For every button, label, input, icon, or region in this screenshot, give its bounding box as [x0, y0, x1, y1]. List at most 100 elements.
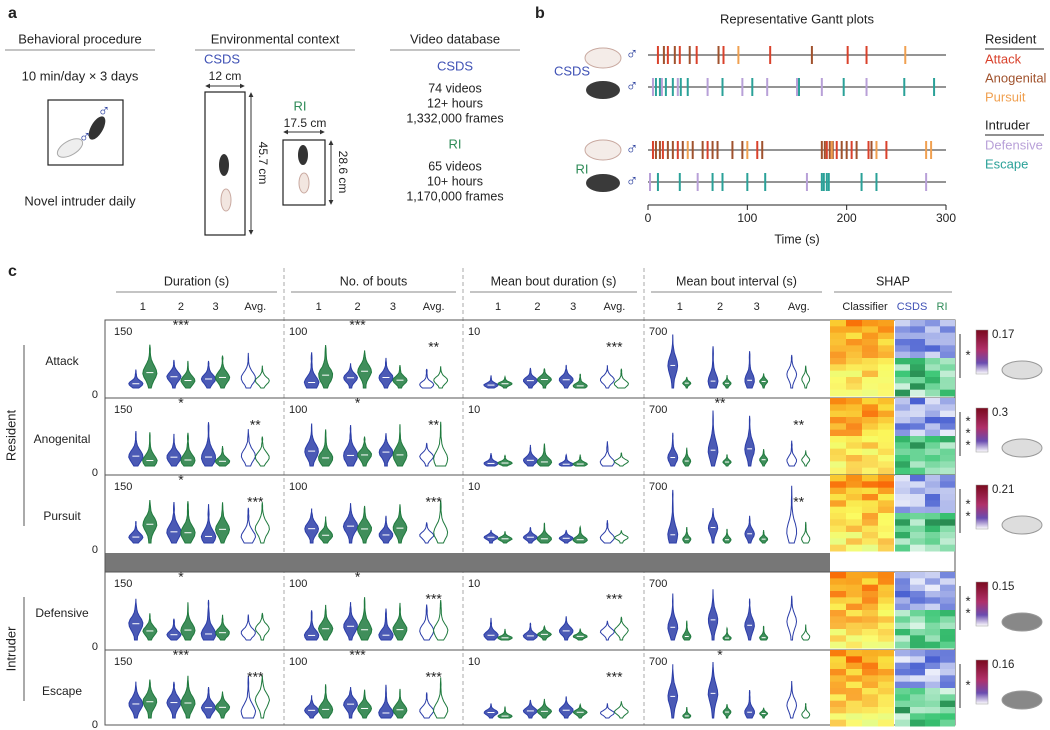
- violin: [801, 450, 811, 467]
- heat-cell: [830, 481, 846, 489]
- violin: [254, 502, 270, 544]
- violin: [599, 520, 615, 544]
- violin: [419, 442, 435, 467]
- axis-label: 10: [468, 578, 480, 590]
- violin: [667, 489, 679, 544]
- metric-title: SHAP: [876, 274, 910, 288]
- colorbar: [975, 581, 989, 627]
- violin: [599, 703, 615, 719]
- heat-cell: [878, 494, 894, 501]
- heat-cell: [895, 700, 910, 708]
- label: 65 videos: [428, 159, 482, 173]
- heat-cell: [878, 688, 894, 695]
- mouse: [586, 81, 620, 99]
- row-label: Attack: [45, 354, 79, 368]
- violin: [614, 701, 629, 719]
- heat-cell: [878, 719, 894, 727]
- heat-cell: [846, 681, 862, 689]
- heat-cell: [846, 487, 862, 495]
- heat-cell: [925, 544, 940, 552]
- heat-cell: [925, 675, 940, 683]
- axis-label: 700: [649, 656, 667, 668]
- heat-cell: [862, 320, 878, 327]
- heat-cell: [910, 675, 925, 683]
- heat-cell: [895, 500, 910, 508]
- heat-cell: [878, 591, 894, 598]
- violin: [128, 369, 144, 389]
- heat-cell: [878, 417, 894, 424]
- heat-cell: [846, 525, 862, 533]
- violin: [497, 628, 513, 641]
- heat-cell: [862, 616, 878, 624]
- heat-cell: [878, 519, 894, 527]
- heat-cell: [862, 719, 878, 727]
- violin: [614, 530, 629, 544]
- heat-cell: [925, 688, 940, 695]
- violin: [378, 684, 394, 719]
- heat-cell: [940, 377, 955, 384]
- heat-cell: [830, 358, 846, 365]
- heat-cell: [846, 719, 862, 727]
- violin: [128, 521, 144, 544]
- heat-cell: [910, 370, 925, 378]
- axis-label: 150: [114, 656, 132, 668]
- heat-cell: [846, 417, 862, 424]
- significance: *: [355, 569, 361, 585]
- violin: [744, 690, 755, 719]
- heat-cell: [862, 448, 878, 456]
- heat-cell: [910, 629, 925, 636]
- heat-cell: [830, 332, 846, 340]
- violin: [536, 624, 552, 641]
- heat-cell: [895, 417, 910, 424]
- heat-cell: [878, 681, 894, 689]
- violin: [682, 376, 692, 389]
- heat-cell: [878, 442, 894, 450]
- violin: [419, 692, 435, 719]
- heat-cell: [878, 650, 894, 657]
- violin: [497, 454, 513, 467]
- heat-cell: [878, 662, 894, 670]
- significance: ***: [349, 317, 366, 333]
- heat-cell: [910, 707, 925, 714]
- violin: [599, 620, 615, 641]
- heat-cell: [846, 662, 862, 670]
- violin: [378, 357, 394, 389]
- heat-cell: [895, 404, 910, 412]
- significance: *: [965, 496, 970, 511]
- heat-cell: [940, 383, 955, 391]
- axis-label: 10: [468, 656, 480, 668]
- heat-cell: [846, 572, 862, 579]
- violin: [378, 608, 394, 641]
- heat-cell: [910, 500, 925, 508]
- heat-cell: [862, 538, 878, 546]
- significance: ***: [606, 669, 623, 685]
- heat-cell: [895, 358, 910, 365]
- heat-cell: [846, 597, 862, 605]
- heat-cell: [862, 383, 878, 391]
- violin: [572, 702, 588, 719]
- heat-cell: [940, 675, 955, 683]
- heat-cell: [846, 326, 862, 334]
- heat-cell: [862, 597, 878, 605]
- heat-cell: [830, 622, 846, 630]
- legend-item: Attack: [985, 51, 1022, 66]
- heat-cell: [830, 700, 846, 708]
- heat-cell: [846, 700, 862, 708]
- heat-cell: [910, 572, 925, 579]
- heat-cell: [910, 320, 925, 327]
- axis-label: 100: [289, 326, 307, 338]
- group-label: RI: [576, 161, 589, 176]
- violin: [599, 365, 615, 389]
- heat-cell: [830, 713, 846, 721]
- heat-cell: [940, 410, 955, 418]
- heat-cell: [940, 494, 955, 501]
- label: RI: [449, 136, 462, 151]
- significance: *: [178, 472, 184, 488]
- heat-cell: [878, 326, 894, 334]
- heat-cell: [830, 398, 846, 405]
- violin: [759, 707, 769, 719]
- group-label: CSDS: [554, 63, 590, 78]
- violin: [682, 447, 692, 467]
- day-label: 2: [534, 301, 540, 313]
- axis-label: 100: [289, 404, 307, 416]
